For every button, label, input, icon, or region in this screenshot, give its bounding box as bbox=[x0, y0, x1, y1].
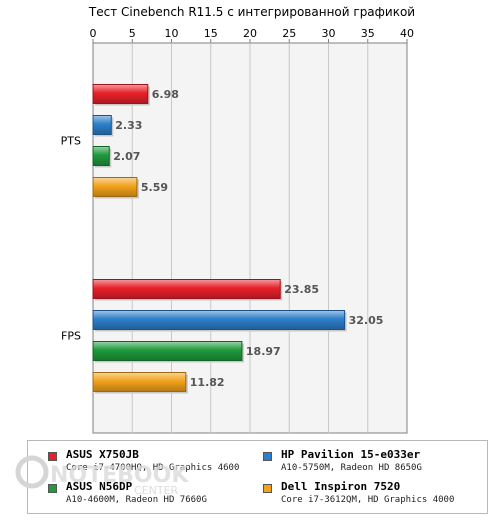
x-tick-label: 20 bbox=[243, 27, 257, 40]
legend-description: Core i7-3612QM, HD Graphics 4000 bbox=[281, 495, 455, 505]
x-tick-label: 10 bbox=[165, 27, 179, 40]
x-tick-label: 15 bbox=[204, 27, 218, 40]
value-label: 6.98 bbox=[152, 88, 179, 101]
value-labels: 6.98 2.33 2.07 5.59 23.85 32.05 18.97 11.82 bbox=[113, 88, 383, 389]
value-label: 2.07 bbox=[113, 150, 140, 163]
bars bbox=[92, 84, 347, 394]
legend-swatch bbox=[48, 484, 57, 493]
bar bbox=[92, 146, 110, 166]
legend-swatch bbox=[263, 452, 272, 461]
value-label: 32.05 bbox=[349, 314, 384, 327]
legend-name: ASUS N56DP bbox=[66, 480, 133, 493]
bar bbox=[92, 341, 243, 361]
x-tick-label: 25 bbox=[282, 27, 296, 40]
x-tick-label: 40 bbox=[400, 27, 414, 40]
bar bbox=[92, 84, 149, 104]
bar bbox=[92, 372, 187, 392]
x-tick-label: 5 bbox=[129, 27, 136, 40]
value-label: 11.82 bbox=[190, 376, 225, 389]
legend-name: HP Pavilion 15-e033er bbox=[281, 448, 421, 461]
bar bbox=[92, 115, 112, 135]
legend-description: Core i7-4700HQ, HD Graphics 4600 bbox=[66, 463, 240, 473]
bar bbox=[92, 177, 138, 197]
legend-name: Dell Inspiron 7520 bbox=[281, 480, 401, 493]
category-label: PTS bbox=[61, 135, 81, 148]
x-axis-ticks: 0 5 10 15 20 25 30 35 40 bbox=[90, 27, 414, 43]
x-tick-label: 30 bbox=[322, 27, 336, 40]
bar bbox=[92, 310, 346, 330]
legend-description: A10-4600M, Radeon HD 7660G bbox=[66, 495, 207, 505]
x-tick-label: 0 bbox=[90, 27, 97, 40]
value-label: 18.97 bbox=[246, 345, 281, 358]
value-label: 5.59 bbox=[141, 181, 168, 194]
legend-swatch bbox=[48, 452, 57, 461]
chart: Тест Cinebench R11.5 с интегрированной г… bbox=[61, 5, 415, 434]
chart-title: Тест Cinebench R11.5 с интегрированной г… bbox=[88, 5, 415, 19]
bar bbox=[92, 279, 281, 299]
value-label: 2.33 bbox=[115, 119, 142, 132]
legend: ASUS X750JB Core i7-4700HQ, HD Graphics 4… bbox=[27, 440, 488, 514]
category-labels: PTS FPS bbox=[61, 135, 81, 343]
x-tick-label: 35 bbox=[361, 27, 375, 40]
grid-lines bbox=[131, 43, 369, 433]
legend-swatch bbox=[263, 484, 272, 493]
legend-description: A10-5750M, Radeon HD 8650G bbox=[281, 463, 422, 473]
value-label: 23.85 bbox=[284, 283, 319, 296]
category-label: FPS bbox=[61, 330, 81, 343]
legend-name: ASUS X750JB bbox=[66, 448, 139, 461]
